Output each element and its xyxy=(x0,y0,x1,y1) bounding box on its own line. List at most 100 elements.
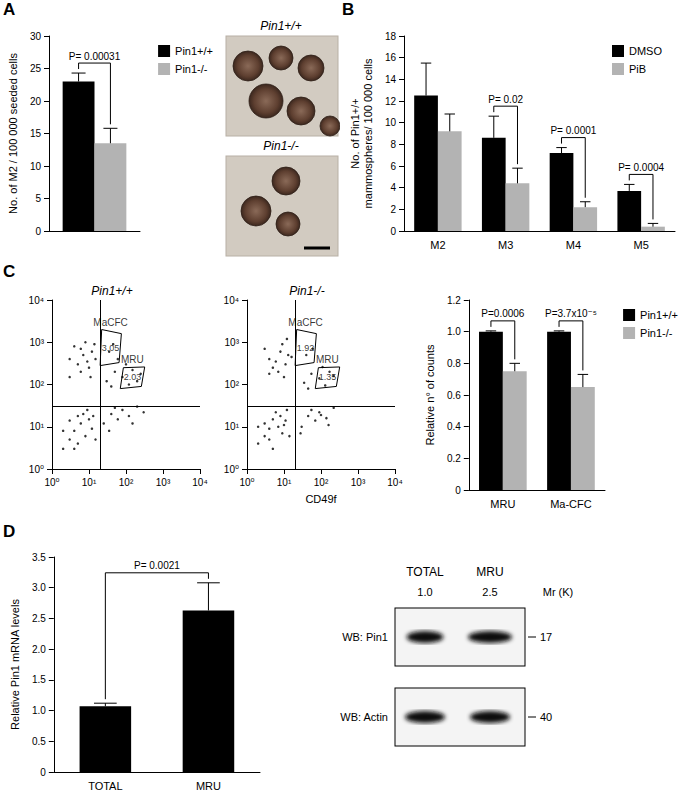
svg-text:10²: 10² xyxy=(119,477,134,488)
svg-text:No. of Pin1+/+: No. of Pin1+/+ xyxy=(349,98,361,168)
svg-text:0.5: 0.5 xyxy=(32,736,46,747)
svg-text:10⁰: 10⁰ xyxy=(44,477,59,488)
svg-text:P= 0.00031: P= 0.00031 xyxy=(69,51,121,62)
svg-text:WB: Pin1: WB: Pin1 xyxy=(342,631,388,643)
svg-text:P= 0.0001: P= 0.0001 xyxy=(550,125,596,136)
svg-text:20: 20 xyxy=(30,96,42,107)
svg-text:Pin1-/-: Pin1-/- xyxy=(289,284,324,298)
svg-text:P=3.7x10⁻⁵: P=3.7x10⁻⁵ xyxy=(545,308,597,319)
svg-text:1.92: 1.92 xyxy=(297,343,315,353)
svg-text:10⁴: 10⁴ xyxy=(387,477,402,488)
svg-text:0: 0 xyxy=(455,485,461,496)
svg-text:M3: M3 xyxy=(498,239,513,251)
svg-text:Pin1+/+: Pin1+/+ xyxy=(260,19,301,33)
svg-text:0: 0 xyxy=(40,767,46,778)
svg-text:P=0.0006: P=0.0006 xyxy=(481,308,525,319)
svg-text:Pin1+/+: Pin1+/+ xyxy=(175,45,213,57)
svg-text:MRU: MRU xyxy=(476,565,503,579)
svg-text:10²: 10² xyxy=(225,379,240,390)
svg-text:0.4: 0.4 xyxy=(447,421,461,432)
svg-text:1.0: 1.0 xyxy=(417,586,432,598)
svg-text:6: 6 xyxy=(390,161,396,172)
svg-text:MRU: MRU xyxy=(196,780,221,792)
svg-text:No. of M2 / 100 000 seeded cel: No. of M2 / 100 000 seeded cells xyxy=(7,53,19,214)
svg-text:1.2: 1.2 xyxy=(447,295,461,306)
svg-text:Pin1+/+: Pin1+/+ xyxy=(640,309,678,321)
svg-text:10¹: 10¹ xyxy=(277,477,292,488)
svg-text:MRU: MRU xyxy=(316,354,339,365)
svg-text:17: 17 xyxy=(540,631,552,643)
svg-text:Pin1-/-: Pin1-/- xyxy=(640,327,673,339)
svg-text:TOTAL: TOTAL xyxy=(88,780,122,792)
svg-text:2: 2 xyxy=(390,204,396,215)
svg-text:MaCFC: MaCFC xyxy=(288,317,322,328)
svg-text:30: 30 xyxy=(30,31,42,42)
svg-text:0.6: 0.6 xyxy=(447,390,461,401)
svg-text:P= 0.02: P= 0.02 xyxy=(488,94,523,105)
svg-text:25: 25 xyxy=(30,63,42,74)
svg-text:10²: 10² xyxy=(314,477,329,488)
svg-text:Ma-CFC: Ma-CFC xyxy=(550,498,592,510)
svg-text:Pin1-/-: Pin1-/- xyxy=(175,63,208,75)
svg-text:10³: 10³ xyxy=(351,477,366,488)
svg-text:P= 0.0004: P= 0.0004 xyxy=(618,162,664,173)
svg-text:3.0: 3.0 xyxy=(32,582,46,593)
svg-text:2.03: 2.03 xyxy=(124,372,142,382)
svg-text:Mr (K): Mr (K) xyxy=(543,586,574,598)
svg-text:2.5: 2.5 xyxy=(482,586,497,598)
svg-text:16: 16 xyxy=(385,52,397,63)
svg-text:MRU: MRU xyxy=(121,354,144,365)
svg-text:10⁴: 10⁴ xyxy=(192,477,207,488)
svg-text:1.5: 1.5 xyxy=(32,674,46,685)
svg-text:1.0: 1.0 xyxy=(447,326,461,337)
svg-text:Relative n° of counts: Relative n° of counts xyxy=(424,344,436,446)
svg-text:0.8: 0.8 xyxy=(447,358,461,369)
svg-text:10⁴: 10⁴ xyxy=(29,295,44,306)
svg-text:Relative Pin1 mRNA levels: Relative Pin1 mRNA levels xyxy=(9,599,21,730)
svg-text:10: 10 xyxy=(385,117,397,128)
svg-text:P= 0.0021: P= 0.0021 xyxy=(134,560,180,571)
svg-text:MRU: MRU xyxy=(490,498,515,510)
svg-text:10⁰: 10⁰ xyxy=(239,477,254,488)
svg-text:2.0: 2.0 xyxy=(32,644,46,655)
svg-text:4: 4 xyxy=(390,182,396,193)
svg-text:40: 40 xyxy=(540,711,552,723)
svg-text:10³: 10³ xyxy=(30,337,45,348)
svg-text:10¹: 10¹ xyxy=(82,477,97,488)
svg-text:0: 0 xyxy=(35,226,41,237)
svg-text:10⁰: 10⁰ xyxy=(224,464,239,475)
svg-text:PiB: PiB xyxy=(629,63,646,75)
svg-text:12: 12 xyxy=(385,96,397,107)
svg-text:M2: M2 xyxy=(430,239,445,251)
svg-text:18: 18 xyxy=(385,31,397,42)
svg-text:0: 0 xyxy=(390,226,396,237)
svg-text:M5: M5 xyxy=(633,239,648,251)
svg-text:WB: Actin: WB: Actin xyxy=(340,711,388,723)
svg-text:DMSO: DMSO xyxy=(629,45,662,57)
svg-text:10¹: 10¹ xyxy=(30,421,45,432)
svg-text:MaCFC: MaCFC xyxy=(93,317,127,328)
svg-text:10⁴: 10⁴ xyxy=(224,295,239,306)
svg-text:3.5: 3.5 xyxy=(32,552,46,563)
svg-text:10³: 10³ xyxy=(225,337,240,348)
svg-text:1.0: 1.0 xyxy=(32,705,46,716)
svg-text:Pin1+/+: Pin1+/+ xyxy=(91,284,132,298)
svg-text:0.2: 0.2 xyxy=(447,453,461,464)
svg-text:5: 5 xyxy=(35,193,41,204)
svg-text:M4: M4 xyxy=(566,239,581,251)
svg-text:8: 8 xyxy=(390,139,396,150)
svg-text:Pin1-/-: Pin1-/- xyxy=(263,139,298,153)
svg-text:2.5: 2.5 xyxy=(32,613,46,624)
svg-text:10: 10 xyxy=(30,161,42,172)
svg-text:1.35: 1.35 xyxy=(319,372,337,382)
svg-text:10²: 10² xyxy=(30,379,45,390)
svg-text:14: 14 xyxy=(385,74,397,85)
svg-text:TOTAL: TOTAL xyxy=(406,565,444,579)
svg-text:10¹: 10¹ xyxy=(225,421,240,432)
svg-text:10³: 10³ xyxy=(156,477,171,488)
svg-text:CD49f: CD49f xyxy=(305,493,337,505)
svg-text:mammospheres/ 100 000 cells: mammospheres/ 100 000 cells xyxy=(362,58,374,208)
svg-text:10⁰: 10⁰ xyxy=(29,464,44,475)
svg-text:3.05: 3.05 xyxy=(102,343,120,353)
svg-text:15: 15 xyxy=(30,128,42,139)
